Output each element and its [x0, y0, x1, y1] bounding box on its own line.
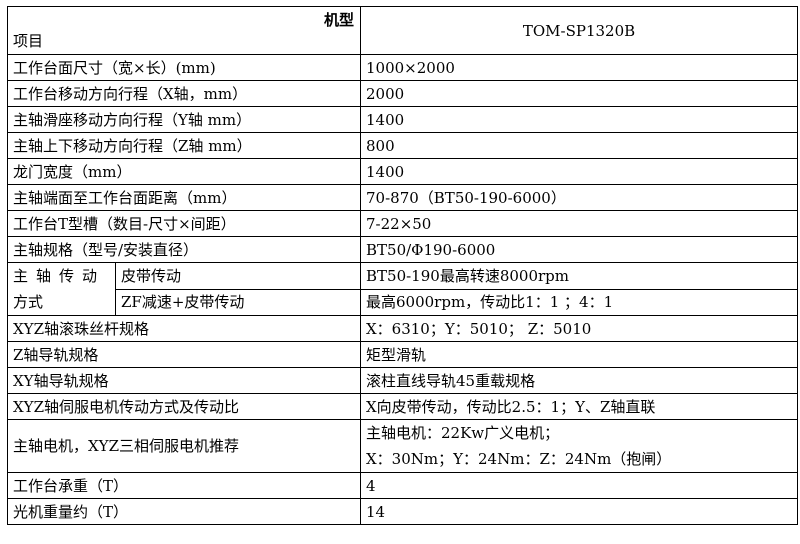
drive-label: 主轴传动 方式 [7, 262, 116, 316]
drive-label-line1: 主轴传动 [13, 267, 106, 285]
row-label: 工作台移动方向行程（X轴，mm） [7, 80, 361, 107]
motor-value-line2: X：30Nm；Y：24Nm：Z：24Nm（抱闸） [366, 450, 672, 468]
table-row: XY轴导轨规格 滚柱直线导轨45重载规格 [7, 367, 798, 394]
table-row: 工作台移动方向行程（X轴，mm） 2000 [7, 80, 798, 107]
table-row: 主轴滑座移动方向行程（Y轴 mm） 1400 [7, 106, 798, 133]
table-row: XYZ轴滚珠丝杆规格 X：6310；Y：5010； Z：5010 [7, 315, 798, 342]
spec-table: 机型 项目 TOM-SP1320B 工作台面尺寸（宽×长）(mm) 1000×20… [7, 6, 798, 525]
table-row: Z轴导轨规格 矩型滑轨 [7, 341, 798, 368]
drive-sub-value: BT50-190最高转速8000rpm [360, 262, 798, 290]
row-label: XYZ轴滚珠丝杆规格 [7, 315, 361, 342]
table-row: 工作台面尺寸（宽×长）(mm) 1000×2000 [7, 54, 798, 81]
row-value: 主轴电机：22Kw广义电机； X：30Nm；Y：24Nm：Z：24Nm（抱闸） [360, 419, 798, 473]
row-value: X向皮带传动，传动比2.5：1；Y、Z轴直联 [360, 393, 798, 420]
motor-value-line1: 主轴电机：22Kw广义电机； [366, 424, 560, 442]
table-row: 主轴端面至工作台面距离（mm） 70-870（BT50-190-6000） [7, 184, 798, 211]
table-row: 工作台承重（T） 4 [7, 472, 798, 499]
model-value: TOM-SP1320B [360, 6, 798, 55]
drive-sub-label: 皮带传动 [115, 262, 361, 290]
row-value: 14 [360, 498, 798, 525]
row-value: 7-22×50 [360, 210, 798, 237]
row-value: 1400 [360, 106, 798, 133]
row-label: 工作台T型槽（数目-尺寸×间距） [7, 210, 361, 237]
drive-sub-label: ZF减速+皮带传动 [115, 288, 361, 316]
row-label: 工作台面尺寸（宽×长）(mm) [7, 54, 361, 81]
table-row: 主轴规格（型号/安装直径） BT50/Φ190-6000 [7, 236, 798, 263]
row-label: 主轴端面至工作台面距离（mm） [7, 184, 361, 211]
row-label: XY轴导轨规格 [7, 367, 361, 394]
row-value: X：6310；Y：5010； Z：5010 [360, 315, 798, 342]
row-value: 70-870（BT50-190-6000） [360, 184, 798, 211]
header-diagonal-cell: 机型 项目 [7, 6, 361, 55]
row-label: 光机重量约（T） [7, 498, 361, 525]
row-label: 主轴规格（型号/安装直径） [7, 236, 361, 263]
row-value: 2000 [360, 80, 798, 107]
row-label: 龙门宽度（mm） [7, 158, 361, 185]
row-value: 4 [360, 472, 798, 499]
row-value: 800 [360, 132, 798, 159]
row-value: 1000×2000 [360, 54, 798, 81]
table-row: 主轴电机，XYZ三相伺服电机推荐 主轴电机：22Kw广义电机； X：30Nm；Y… [7, 419, 798, 473]
header-row: 机型 项目 TOM-SP1320B [7, 6, 798, 55]
table-row: 主轴上下移动方向行程（Z轴 mm） 800 [7, 132, 798, 159]
row-label: XYZ轴伺服电机传动方式及传动比 [7, 393, 361, 420]
table-row: 主轴传动 方式 皮带传动 BT50-190最高转速8000rpm [7, 262, 798, 316]
drive-sub-value: 最高6000rpm，传动比1：1 ；4：1 [360, 288, 798, 316]
row-label: 主轴电机，XYZ三相伺服电机推荐 [7, 419, 361, 473]
row-value: 1400 [360, 158, 798, 185]
row-label: 工作台承重（T） [7, 472, 361, 499]
row-value: 矩型滑轨 [360, 341, 798, 368]
item-label: 项目 [13, 32, 44, 50]
row-value: BT50/Φ190-6000 [360, 236, 798, 263]
table-row: XYZ轴伺服电机传动方式及传动比 X向皮带传动，传动比2.5：1；Y、Z轴直联 [7, 393, 798, 420]
drive-label-line2: 方式 [13, 293, 44, 311]
row-label: 主轴上下移动方向行程（Z轴 mm） [7, 132, 361, 159]
row-label: Z轴导轨规格 [7, 341, 361, 368]
table-row: 工作台T型槽（数目-尺寸×间距） 7-22×50 [7, 210, 798, 237]
row-value: 滚柱直线导轨45重载规格 [360, 367, 798, 394]
row-label: 主轴滑座移动方向行程（Y轴 mm） [7, 106, 361, 133]
table-row: 光机重量约（T） 14 [7, 498, 798, 525]
table-row: 龙门宽度（mm） 1400 [7, 158, 798, 185]
table-row: ZF减速+皮带传动 最高6000rpm，传动比1：1 ；4：1 [8, 288, 798, 316]
model-label: 机型 [323, 11, 354, 29]
